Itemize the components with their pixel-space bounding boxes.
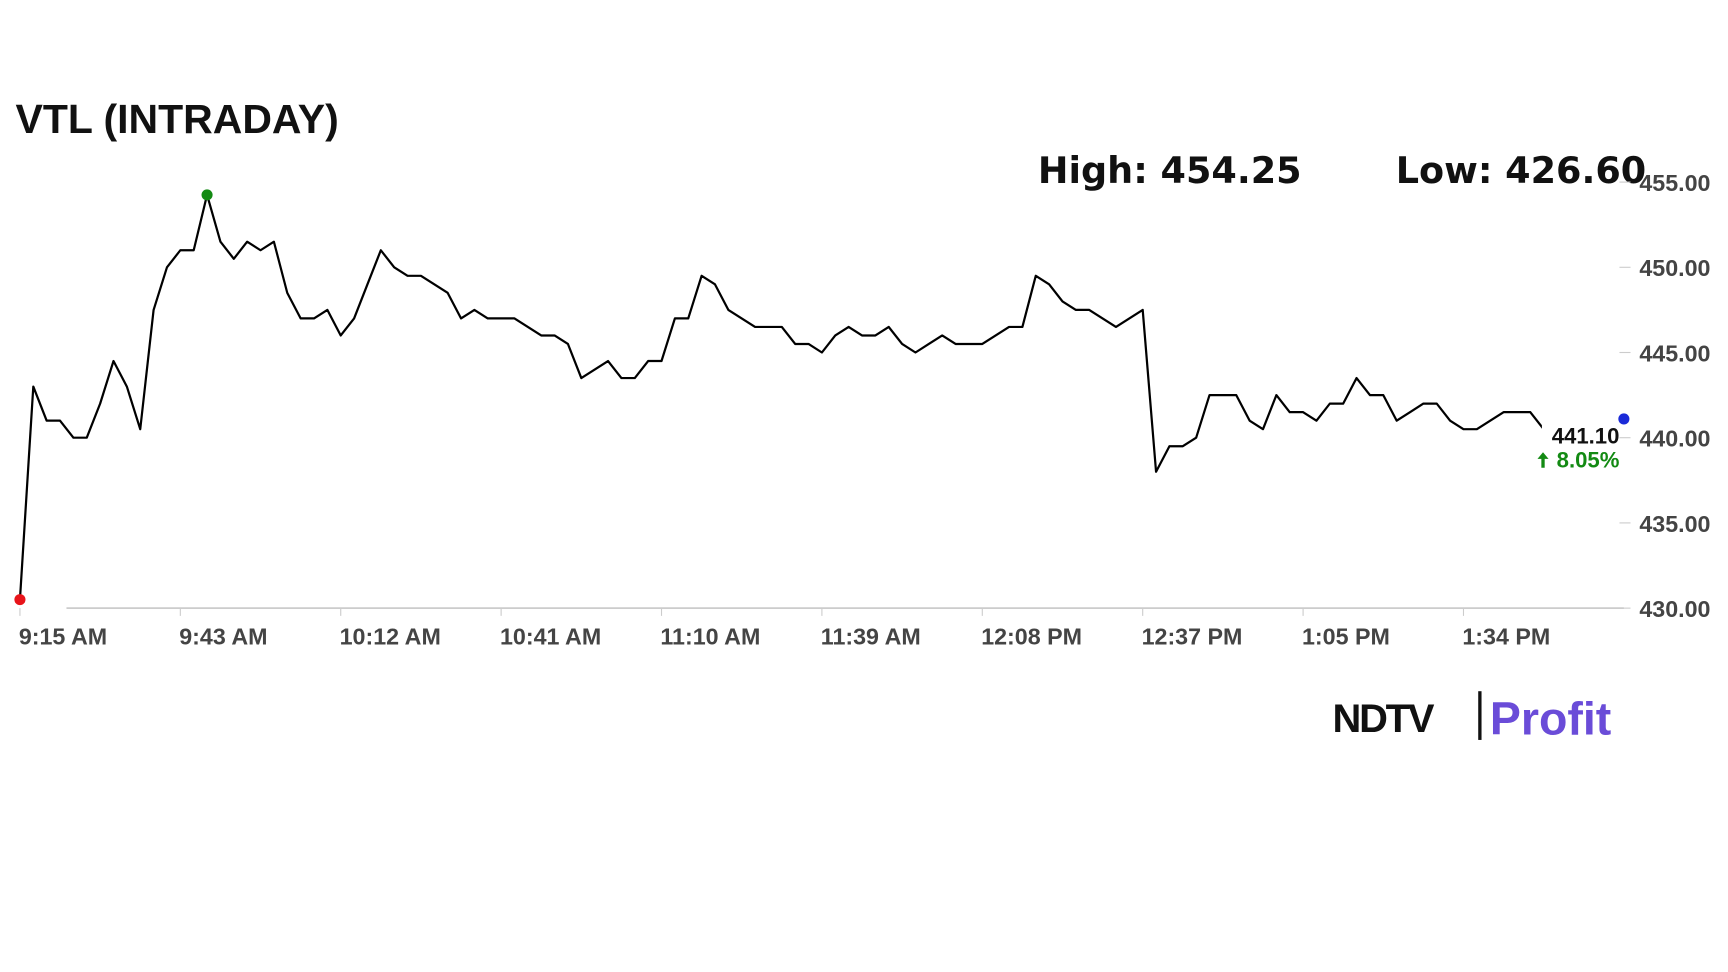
x-tick-label: 9:43 AM [179,624,267,650]
x-tick-label: 1:34 PM [1462,624,1550,650]
x-tick-label: 12:08 PM [981,624,1082,650]
y-tick-label: 455.00 [1639,170,1710,196]
y-tick-label: 435.00 [1639,511,1710,537]
x-tick-label: 1:05 PM [1302,624,1390,650]
x-tick-label: 10:12 AM [340,624,441,650]
y-tick-label: 450.00 [1639,255,1710,281]
logo-brand: NDTV [1333,697,1435,741]
last-marker [1618,413,1630,425]
low-marker [14,594,26,606]
chart-title: VTL (INTRADAY) [16,96,339,142]
change-label: 8.05% [1557,448,1620,473]
x-tick-label: 9:15 AM [19,624,107,650]
x-tick-label: 11:10 AM [660,624,760,650]
high-marker [201,189,213,201]
x-tick-label: 11:39 AM [821,624,921,650]
logo: NDTV Profit [1333,691,1611,744]
y-tick-label: 430.00 [1639,596,1710,622]
last-price-label: 441.10 [1552,423,1620,448]
price-line [18,193,1625,600]
logo-product: Profit [1490,692,1611,744]
high-label: High: 454.25 [1038,149,1302,192]
x-tick-label: 10:41 AM [500,624,601,650]
y-tick-label: 445.00 [1639,340,1710,366]
y-tick-label: 440.00 [1639,426,1710,452]
low-label: Low: 426.60 [1396,149,1647,192]
change-arrow [1537,452,1549,468]
x-tick-label: 12:37 PM [1142,624,1243,650]
last-label-bg [1541,414,1620,466]
